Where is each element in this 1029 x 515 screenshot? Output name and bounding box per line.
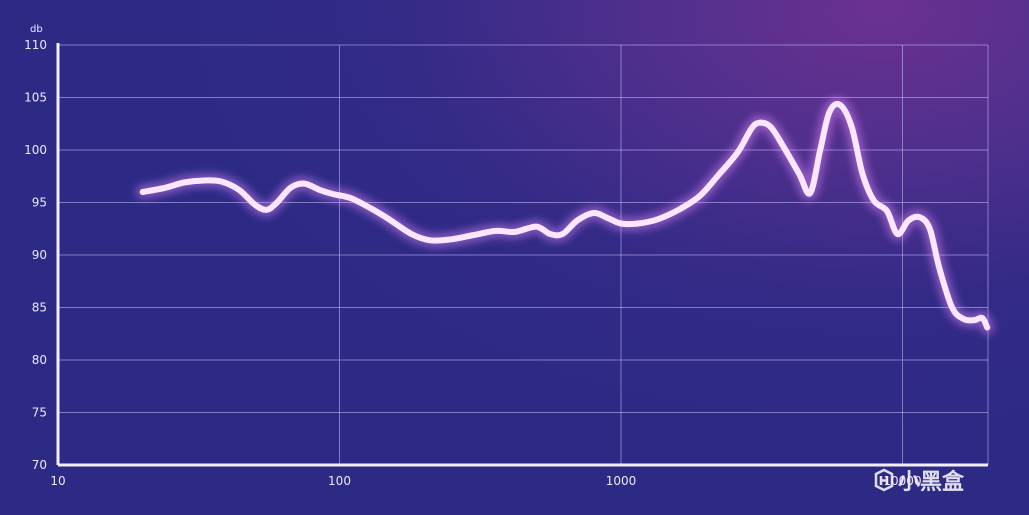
y-tick-label: 90 — [32, 248, 47, 262]
x-tick-labels: 10 100 1000 10000 — [50, 474, 921, 488]
axes — [56, 43, 988, 467]
y-tick-label: 100 — [24, 143, 47, 157]
y-tick-label: 85 — [32, 301, 47, 315]
y-tick-label: 70 — [32, 458, 47, 472]
y-tick-label: 105 — [24, 91, 47, 105]
x-tick-label: 1000 — [606, 474, 637, 488]
y-tick-label: 110 — [24, 38, 47, 52]
heybox-logo-icon — [874, 468, 894, 492]
x-tick-label: 100 — [328, 474, 351, 488]
y-tick-label: 80 — [32, 353, 47, 367]
grid — [58, 44, 989, 465]
watermark-text: 小黑盒 — [898, 469, 965, 495]
x-tick-label: 10 — [50, 474, 65, 488]
y-tick-label: 75 — [32, 406, 47, 420]
series-layer — [135, 97, 995, 335]
y-axis-unit-label: db — [30, 24, 43, 35]
response-curve — [139, 100, 991, 331]
y-tick-labels: 110 105 100 95 90 85 80 75 70 — [24, 38, 47, 472]
response-curve-glow — [135, 97, 995, 335]
y-tick-label: 95 — [32, 196, 47, 210]
watermark: 小黑盒 — [874, 468, 965, 495]
